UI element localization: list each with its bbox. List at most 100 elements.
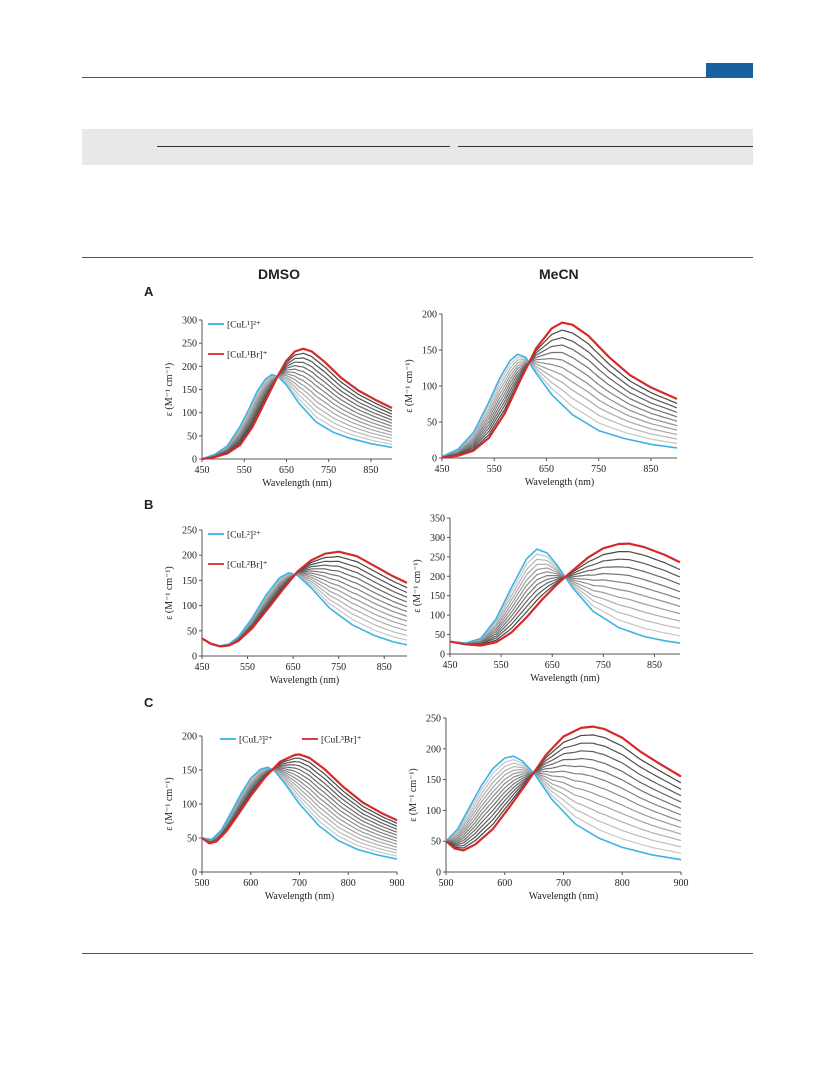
intermediate-spectrum (445, 762, 682, 848)
x-axis-label: Wavelength (nm) (262, 478, 331, 489)
intermediate-spectrum (445, 742, 682, 847)
y-tick-label: 350 (430, 514, 445, 525)
intermediate-spectrum (441, 358, 678, 458)
panel-letter-a: A (144, 284, 154, 299)
intermediate-spectrum (449, 567, 681, 645)
x-tick-label: 750 (321, 465, 336, 476)
intermediate-spectrum (441, 357, 678, 458)
y-tick-label: 200 (182, 551, 197, 562)
x-tick-label: 650 (279, 465, 294, 476)
y-tick-label: 150 (422, 346, 437, 357)
x-tick-label: 450 (195, 465, 210, 476)
x-tick-label: 750 (331, 662, 346, 673)
intermediate-spectrum (449, 553, 681, 644)
y-tick-label: 150 (430, 591, 445, 602)
end-spectrum-line (445, 725, 682, 852)
intermediate-spectrum (449, 551, 681, 646)
x-tick-label: 450 (435, 464, 450, 475)
chart-c-dmso: 500 600 700 800 900 0 50 100 150 200 Wavelength (n… (164, 732, 405, 903)
intermediate-spectrum (201, 364, 393, 460)
legend-label: [CuL¹Br]⁺ (227, 351, 268, 361)
x-tick-label: 850 (647, 660, 662, 671)
chart-c-mecn: 500 600 700 800 900 0 50 100 150 200 250 Wavelength… (408, 714, 689, 903)
table-column-rule-right (458, 146, 753, 147)
intermediate-spectrum (201, 357, 393, 460)
intermediate-spectrum (201, 375, 393, 460)
y-tick-label: 50 (187, 431, 197, 442)
intermediate-spectrum (441, 359, 678, 458)
intermediate-spectrum (445, 769, 682, 842)
y-tick-label: 300 (430, 533, 445, 544)
start-spectrum-line (201, 373, 393, 460)
y-tick-label: 0 (192, 455, 197, 466)
y-axis-label: ε (M⁻¹ cm⁻¹) (404, 359, 415, 413)
y-tick-label: 200 (422, 310, 437, 321)
y-tick-label: 100 (426, 806, 441, 817)
intermediate-spectrum (441, 356, 678, 458)
column-title-mecn: MeCN (539, 266, 579, 282)
y-tick-label: 200 (182, 362, 197, 373)
x-tick-label: 500 (439, 878, 454, 889)
y-tick-label: 150 (182, 385, 197, 396)
intermediate-spectrum (441, 361, 678, 458)
x-tick-label: 550 (494, 660, 509, 671)
y-tick-label: 150 (182, 576, 197, 587)
start-spectrum-line (449, 548, 681, 644)
x-tick-label: 700 (292, 878, 307, 889)
x-tick-label: 500 (195, 878, 210, 889)
intermediate-spectrum (441, 336, 678, 458)
y-tick-label: 50 (187, 834, 197, 845)
x-tick-label: 700 (556, 878, 571, 889)
intermediate-spectrum (201, 375, 393, 460)
x-tick-label: 600 (243, 878, 258, 889)
end-spectrum-line (449, 542, 681, 647)
header-rule (82, 77, 753, 78)
legend-label: [CuL²Br]⁺ (227, 561, 268, 571)
x-tick-label: 550 (487, 464, 502, 475)
y-tick-label: 0 (436, 868, 441, 879)
y-tick-label: 50 (431, 837, 441, 848)
x-tick-label: 450 (195, 662, 210, 673)
panel-letter-c: C (144, 695, 154, 710)
intermediate-spectrum (445, 765, 682, 842)
x-tick-label: 750 (596, 660, 611, 671)
x-tick-label: 600 (497, 878, 512, 889)
x-tick-label: 800 (615, 878, 630, 889)
x-tick-label: 800 (341, 878, 356, 889)
legend-label: [CuL³Br]⁺ (321, 736, 362, 746)
y-tick-label: 0 (432, 454, 437, 465)
intermediate-spectrum (445, 771, 682, 842)
x-tick-label: 650 (539, 464, 554, 475)
x-tick-label: 550 (240, 662, 255, 673)
end-spectrum-line (201, 550, 408, 648)
intermediate-spectrum (201, 573, 408, 647)
start-spectrum-line (441, 353, 678, 458)
y-axis-label: ε (M⁻¹ cm⁻¹) (164, 363, 175, 417)
intermediate-spectrum (201, 374, 393, 460)
intermediate-spectrum (441, 351, 678, 458)
x-tick-label: 850 (363, 465, 378, 476)
y-tick-label: 300 (182, 316, 197, 327)
y-tick-label: 0 (192, 652, 197, 663)
y-tick-label: 100 (182, 800, 197, 811)
x-tick-label: 650 (286, 662, 301, 673)
x-tick-label: 750 (591, 464, 606, 475)
y-tick-label: 250 (182, 339, 197, 350)
y-tick-label: 0 (440, 650, 445, 661)
intermediate-spectrum (441, 344, 678, 458)
chart-a-mecn: 450 550 650 750 850 0 50 100 150 200 Wavelength (n… (404, 310, 678, 488)
y-axis-label: ε (M⁻¹ cm⁻¹) (164, 777, 175, 831)
y-axis-label: ε (M⁻¹ cm⁻¹) (164, 566, 175, 620)
chart-a-dmso: 450 550 650 750 850 0 50 100 150 200 250 300 Wavelen… (164, 316, 393, 489)
y-tick-label: 50 (187, 626, 197, 637)
intermediate-spectrum (441, 329, 678, 458)
y-tick-label: 200 (426, 744, 441, 755)
x-tick-label: 900 (674, 878, 689, 889)
y-tick-label: 0 (192, 868, 197, 879)
intermediate-spectrum (201, 760, 398, 844)
end-spectrum-line (441, 321, 678, 459)
end-spectrum-line (201, 753, 398, 845)
y-tick-label: 250 (182, 526, 197, 537)
y-axis-label: ε (M⁻¹ cm⁻¹) (408, 768, 419, 822)
chart-b-mecn: 450 550 650 750 850 0 50 100 150 200 250 300 350 Wave… (412, 514, 681, 684)
